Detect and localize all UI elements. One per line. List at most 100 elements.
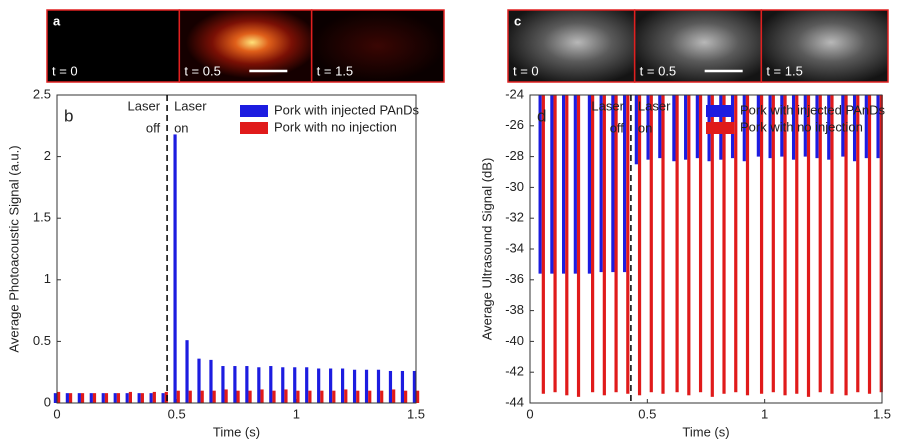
bar [153, 392, 156, 403]
x-tick-label: 1 [293, 406, 300, 421]
y-tick-label: -34 [505, 240, 524, 255]
bar [807, 95, 810, 397]
frame-label: t = 1.5 [766, 63, 803, 78]
bar [257, 367, 260, 403]
bar [305, 367, 308, 403]
bar [284, 389, 287, 403]
bar [233, 366, 236, 403]
bar [105, 393, 108, 403]
bar [638, 95, 641, 395]
annotation: off [146, 120, 161, 135]
bar [588, 95, 591, 274]
bar [245, 366, 248, 403]
bar [248, 391, 251, 403]
bar [162, 393, 165, 403]
bar [377, 370, 380, 403]
bar [317, 369, 320, 403]
bar [173, 134, 176, 403]
y-tick-label: -40 [505, 333, 524, 348]
bar [201, 391, 204, 403]
legend-swatch [240, 122, 268, 134]
legend-label: Pork with injected PAnDs [274, 102, 419, 117]
y-tick-label: -26 [505, 117, 524, 132]
bar [734, 95, 737, 392]
bar [844, 95, 847, 395]
bar [368, 391, 371, 403]
y-tick-label: -36 [505, 271, 524, 286]
bar [126, 393, 129, 403]
bar [795, 95, 798, 394]
bar [650, 95, 653, 392]
y-tick-label: 2 [44, 148, 51, 163]
bar [141, 393, 144, 403]
bar [293, 367, 296, 403]
legend-label: Pork with no injection [740, 119, 863, 134]
x-axis-label: Time (s) [213, 424, 260, 439]
legend-label: Pork with injected PAnDs [740, 102, 885, 117]
bar [565, 95, 568, 395]
bar [783, 95, 786, 395]
bar [260, 389, 263, 403]
bar [401, 371, 404, 403]
frame-label: t = 0 [52, 63, 78, 78]
bar [722, 95, 725, 394]
bar [562, 95, 565, 274]
bar [296, 391, 299, 403]
x-tick-label: 0.5 [168, 406, 186, 421]
annotation: Laser [638, 98, 671, 113]
bar [553, 95, 556, 392]
y-tick-label: -30 [505, 179, 524, 194]
plot-frame [57, 95, 416, 403]
bar [542, 95, 545, 394]
bar [577, 95, 580, 397]
bar [78, 393, 81, 403]
y-tick-label: -32 [505, 210, 524, 225]
bar [81, 393, 84, 403]
bar [221, 366, 224, 403]
y-tick-label: -38 [505, 302, 524, 317]
bar [341, 369, 344, 403]
bar [189, 391, 192, 403]
bar [209, 360, 212, 403]
bar [392, 389, 395, 403]
panel-label: a [53, 13, 61, 28]
bar [90, 393, 93, 403]
annotation: Laser [174, 98, 207, 113]
x-tick-label: 0 [53, 406, 60, 421]
bar [699, 95, 702, 392]
bar [711, 95, 714, 397]
x-tick-label: 1.5 [407, 406, 425, 421]
x-tick-label: 1 [761, 406, 768, 421]
bar [574, 95, 577, 274]
y-axis-label: Average Photoacoustic Signal (a.u.) [6, 145, 21, 352]
bar [353, 370, 356, 403]
bar [550, 95, 553, 274]
bar [868, 95, 871, 394]
y-tick-label: 0 [44, 394, 51, 409]
annotation: on [174, 120, 188, 135]
bar [344, 389, 347, 403]
bar [626, 95, 629, 394]
annotation: Laser [128, 98, 161, 113]
frame-label: t = 0.5 [640, 63, 677, 78]
bar [213, 391, 216, 403]
bar [684, 95, 687, 160]
legend-swatch [706, 105, 734, 117]
bar [332, 391, 335, 403]
bar [281, 367, 284, 403]
bar [672, 95, 675, 161]
bar [760, 95, 763, 394]
annotation: on [638, 120, 652, 135]
bar [675, 95, 678, 392]
bar [830, 95, 833, 394]
x-tick-label: 0 [526, 406, 533, 421]
y-tick-label: 1.5 [33, 210, 51, 225]
bar [661, 95, 664, 394]
x-tick-label: 0.5 [638, 406, 656, 421]
figure: t = 0t = 0.5t = 1.5at = 0t = 0.5t = 1.5c… [0, 0, 904, 441]
y-tick-label: 0.5 [33, 333, 51, 348]
legend-swatch [240, 105, 268, 117]
bar [185, 340, 188, 403]
y-tick-label: 1 [44, 271, 51, 286]
bar [356, 391, 359, 403]
